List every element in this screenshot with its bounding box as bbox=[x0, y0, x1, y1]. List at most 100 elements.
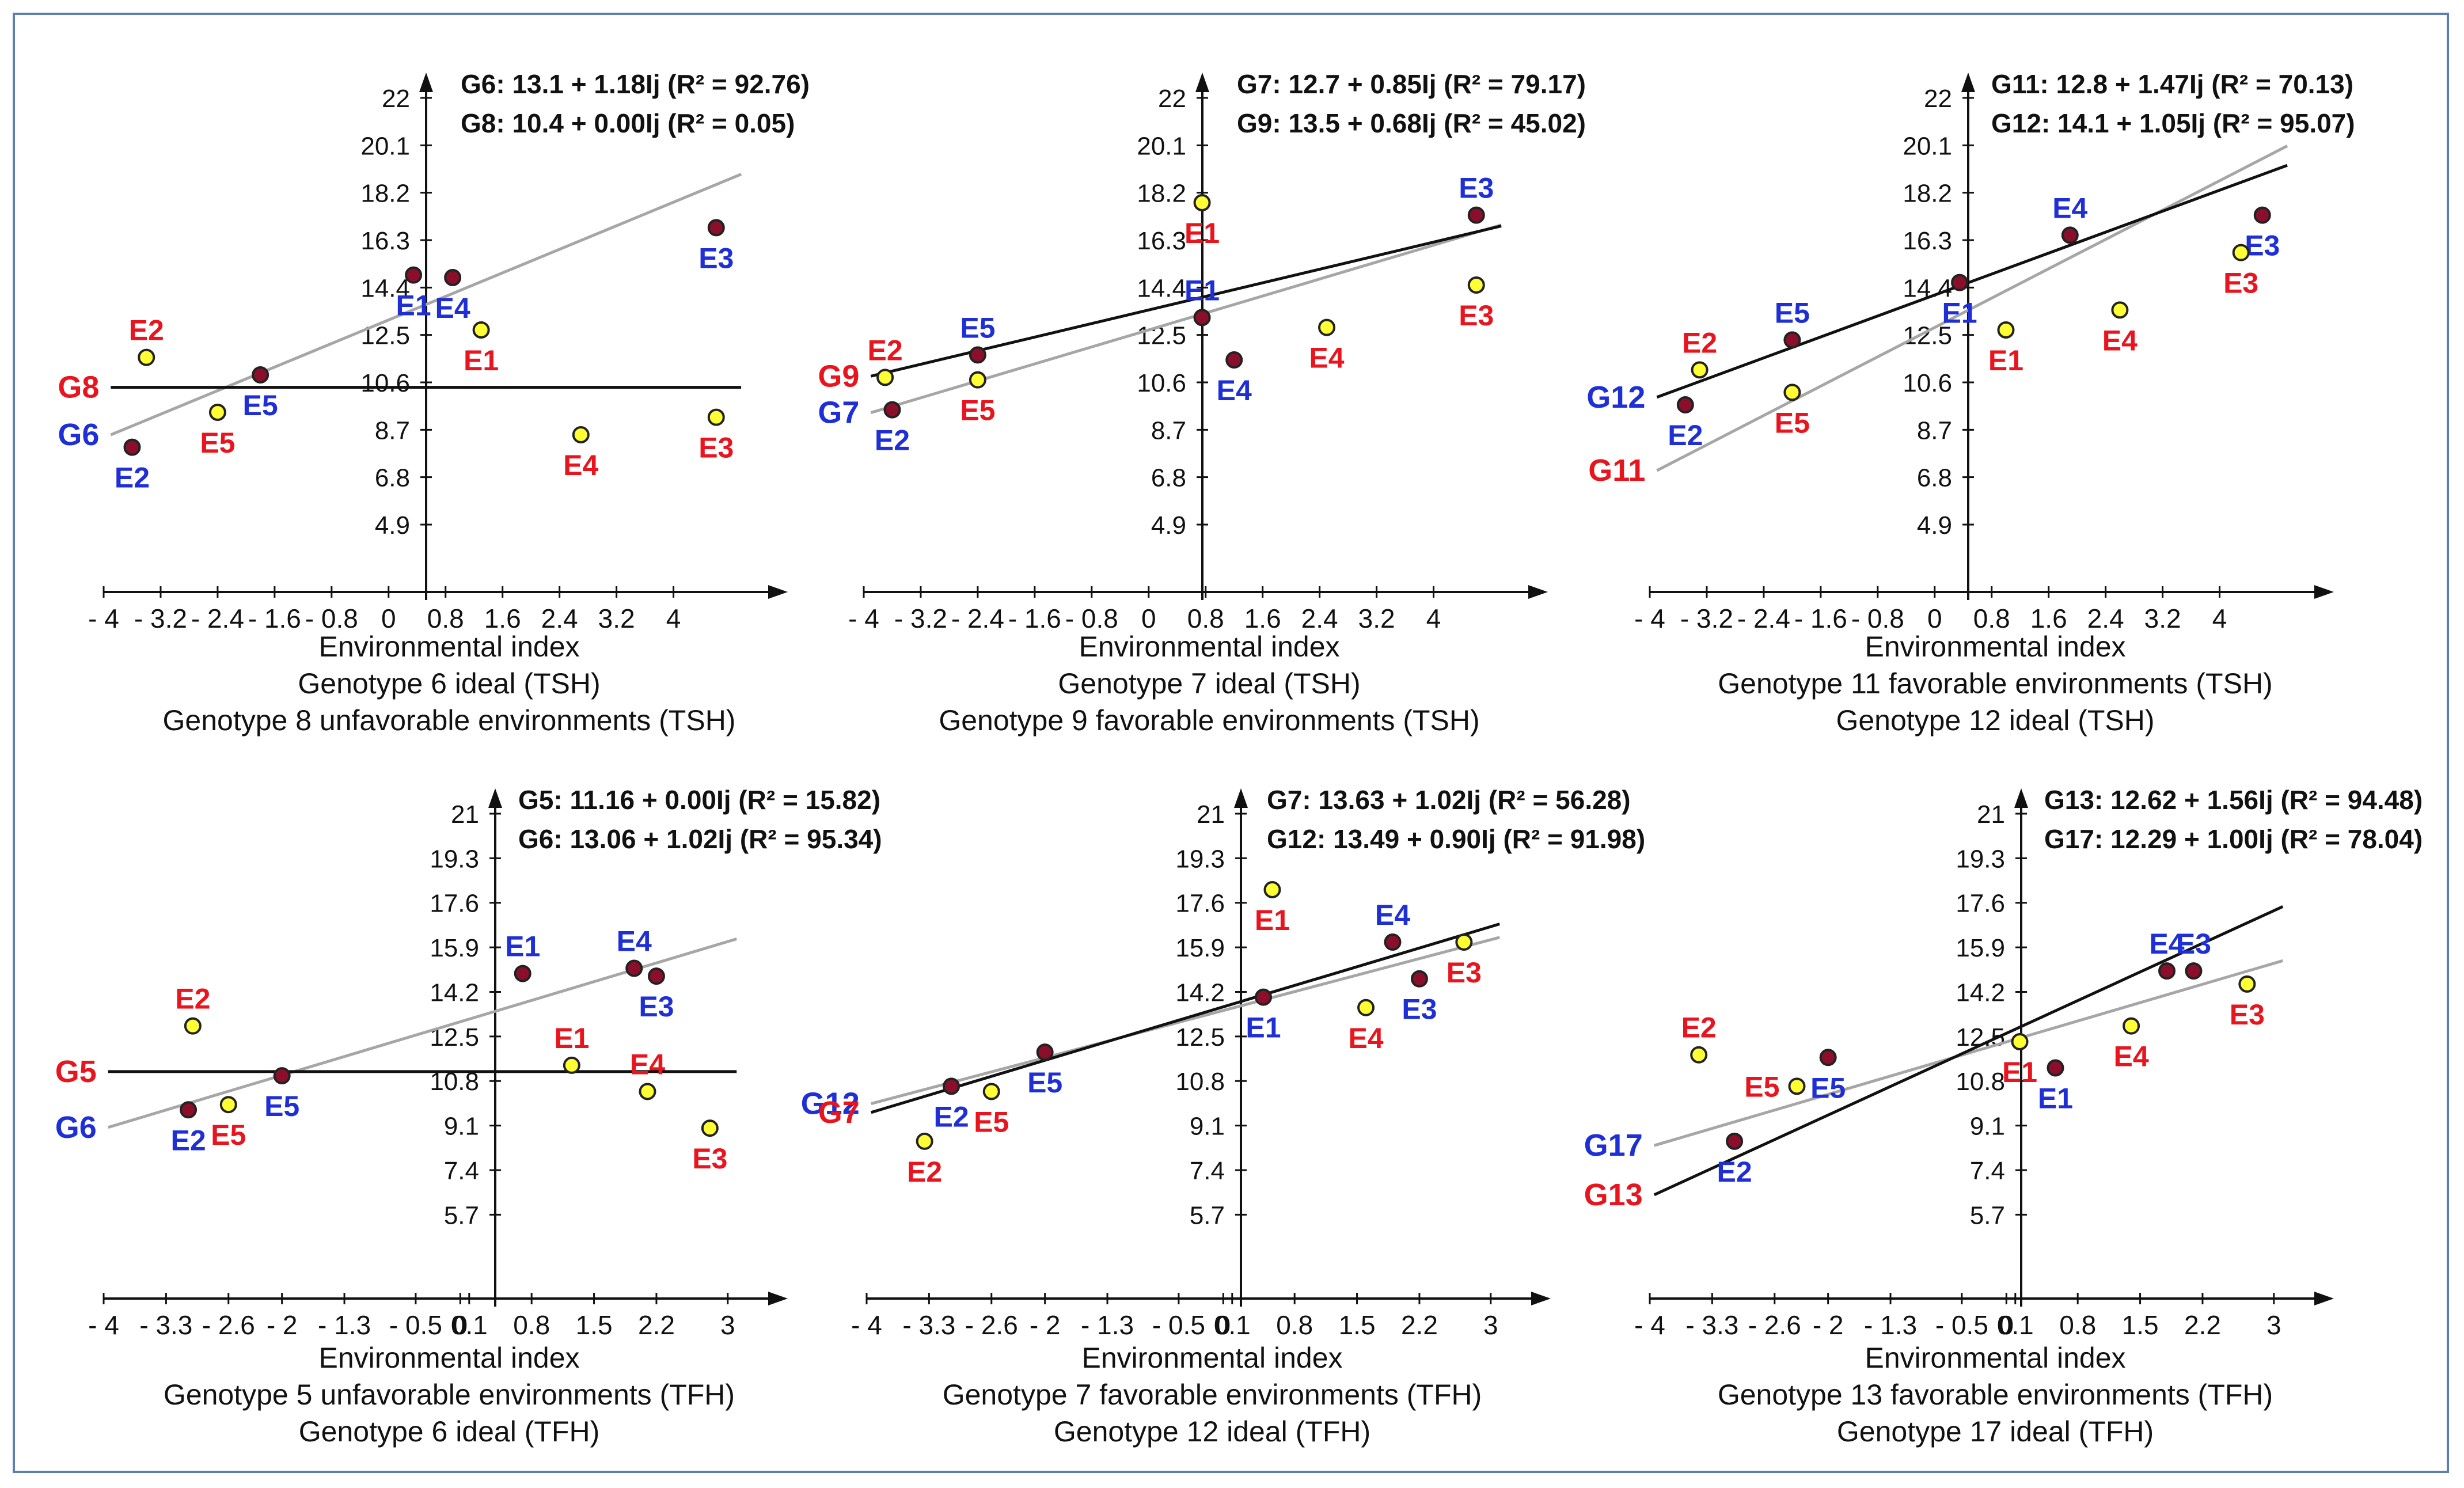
x-tick-label: 0 bbox=[381, 603, 396, 633]
data-point bbox=[701, 1119, 719, 1137]
y-tick-label: 17.6 bbox=[430, 890, 479, 918]
panel-caption: Genotype 7 favorable environments (TFH) bbox=[943, 1379, 1482, 1411]
x-tick-label: - 4 bbox=[1634, 603, 1665, 633]
data-point bbox=[1410, 970, 1428, 988]
data-point bbox=[219, 1096, 237, 1114]
data-point bbox=[1819, 1049, 1837, 1066]
x-axis-title: Environmental index bbox=[1865, 631, 2125, 663]
x-tick-label: - 3.3 bbox=[902, 1310, 955, 1340]
y-tick-label: 10.6 bbox=[1137, 369, 1186, 397]
x-tick-label: 1.5 bbox=[576, 1310, 613, 1340]
x-tick-label: 3.2 bbox=[1358, 603, 1395, 633]
y-tick-label: 16.3 bbox=[1137, 227, 1186, 255]
x-tick-label: - 2.6 bbox=[1748, 1310, 1801, 1340]
data-point bbox=[472, 321, 490, 339]
data-point bbox=[1455, 933, 1473, 951]
y-tick-label: 9.1 bbox=[1190, 1113, 1225, 1141]
genotype-label-g7: G7 bbox=[818, 1095, 860, 1130]
y-tick-label: 18.2 bbox=[1137, 180, 1186, 208]
point-label: E2 bbox=[171, 1124, 206, 1156]
x-tick-label: - 0.8 bbox=[1065, 603, 1118, 633]
data-point bbox=[1726, 1132, 1744, 1150]
y-tick-label: 8.7 bbox=[1917, 416, 1952, 445]
panel-caption: Genotype 7 ideal (TSH) bbox=[1058, 667, 1360, 700]
x-tick-label: 0.1 bbox=[1214, 1310, 1251, 1340]
data-point bbox=[1467, 276, 1485, 294]
point-label: E3 bbox=[2176, 928, 2211, 960]
x-tick-label: 0.8 bbox=[427, 603, 464, 633]
point-label: E2 bbox=[1668, 419, 1703, 451]
point-label: E3 bbox=[2245, 230, 2280, 262]
x-tick-label: 0 bbox=[1216, 1310, 1231, 1340]
point-label: E5 bbox=[211, 1119, 246, 1151]
data-point bbox=[1951, 274, 1969, 291]
panel-caption: Genotype 11 favorable environments (TSH) bbox=[1718, 667, 2272, 700]
genotype-label-g7: G7 bbox=[818, 396, 859, 430]
point-label: E1 bbox=[505, 931, 540, 963]
data-point bbox=[1254, 988, 1272, 1006]
x-tick-label: 2.4 bbox=[2087, 603, 2124, 633]
x-tick-label: 3 bbox=[1483, 1310, 1498, 1340]
y-axis-arrow bbox=[488, 788, 502, 808]
x-tick-label: 0.8 bbox=[2059, 1310, 2096, 1340]
point-label: E1 bbox=[2038, 1082, 2073, 1114]
panel-caption: Genotype 5 unfavorable environments (TFH… bbox=[164, 1379, 735, 1411]
panel-caption: Genotype 13 favorable environments (TFH) bbox=[1718, 1379, 2273, 1411]
x-tick-label: - 1.6 bbox=[1008, 603, 1061, 633]
data-point bbox=[123, 438, 141, 456]
y-tick-label: 17.6 bbox=[1175, 890, 1225, 918]
x-tick-label: 0 bbox=[1141, 603, 1156, 633]
x-tick-label: - 1.3 bbox=[1864, 1310, 1917, 1340]
x-axis-title: Environmental index bbox=[1081, 1342, 1342, 1374]
y-tick-label: 4.9 bbox=[375, 511, 410, 540]
chart-panel-4: - 4 - 3.3 - 2.6 - 2 - 1.3 - 0.5 00.1 0.8 1.5 2.2 3… bbox=[55, 785, 882, 1448]
y-tick-label: 5.7 bbox=[1190, 1201, 1225, 1229]
point-label: E3 bbox=[698, 432, 734, 464]
data-point bbox=[273, 1067, 291, 1085]
data-point bbox=[444, 269, 462, 286]
point-label: E5 bbox=[974, 1106, 1009, 1138]
data-point bbox=[1997, 321, 2015, 339]
equation: G6: 13.06 + 1.02Ij (R² = 95.34) bbox=[518, 824, 882, 854]
data-point bbox=[1193, 309, 1211, 327]
equation: G6: 13.1 + 1.18Ij (R² = 92.76) bbox=[461, 69, 810, 99]
equation: G13: 12.62 + 1.56Ij (R² = 94.48) bbox=[2044, 785, 2423, 815]
data-point bbox=[1691, 361, 1709, 379]
x-tick-label: - 3.3 bbox=[139, 1310, 192, 1340]
data-point bbox=[2061, 226, 2079, 244]
point-label: E3 bbox=[2230, 999, 2265, 1031]
point-label: E4 bbox=[630, 1048, 665, 1080]
x-tick-label: - 4 bbox=[88, 1310, 119, 1340]
x-axis-title: Environmental index bbox=[1079, 631, 1339, 663]
point-label: E1 bbox=[1246, 1012, 1281, 1044]
data-point bbox=[405, 266, 423, 284]
data-point bbox=[2158, 962, 2176, 980]
point-label: E5 bbox=[960, 394, 995, 427]
y-tick-label: 19.3 bbox=[1956, 845, 2005, 873]
y-tick-label: 14.2 bbox=[1175, 978, 1225, 1007]
equation: G7: 13.63 + 1.02Ij (R² = 56.28) bbox=[1267, 785, 1631, 815]
genotype-label-g12: G12 bbox=[801, 1087, 860, 1121]
y-tick-label: 9.1 bbox=[1970, 1113, 2005, 1141]
point-label: E2 bbox=[175, 983, 210, 1015]
data-point bbox=[647, 967, 665, 985]
x-axis-arrow bbox=[2314, 585, 2334, 599]
x-tick-label: 3.2 bbox=[598, 603, 635, 633]
y-tick-label: 5.7 bbox=[1970, 1201, 2005, 1229]
x-axis-title: Environmental index bbox=[318, 1342, 579, 1374]
data-point bbox=[1263, 880, 1281, 898]
x-tick-label: - 3.3 bbox=[1685, 1310, 1738, 1340]
point-label: E3 bbox=[1459, 172, 1494, 204]
x-tick-label: 0.1 bbox=[451, 1310, 488, 1340]
chart-panel-3: - 4 - 3.2- 2.4- 1.6- 0.8 0 0.8 1.6 2.4 3.2 4 4.9… bbox=[1586, 69, 2355, 737]
y-tick-label: 4.9 bbox=[1151, 511, 1186, 540]
x-tick-label: - 1.3 bbox=[318, 1310, 371, 1340]
point-label: E3 bbox=[1459, 299, 1494, 332]
data-point bbox=[1357, 999, 1375, 1016]
data-point bbox=[916, 1132, 933, 1150]
y-tick-label: 18.2 bbox=[1903, 180, 1952, 208]
point-label: E5 bbox=[1775, 297, 1810, 329]
y-tick-label: 14.2 bbox=[1956, 978, 2005, 1007]
point-label: E2 bbox=[934, 1100, 969, 1133]
